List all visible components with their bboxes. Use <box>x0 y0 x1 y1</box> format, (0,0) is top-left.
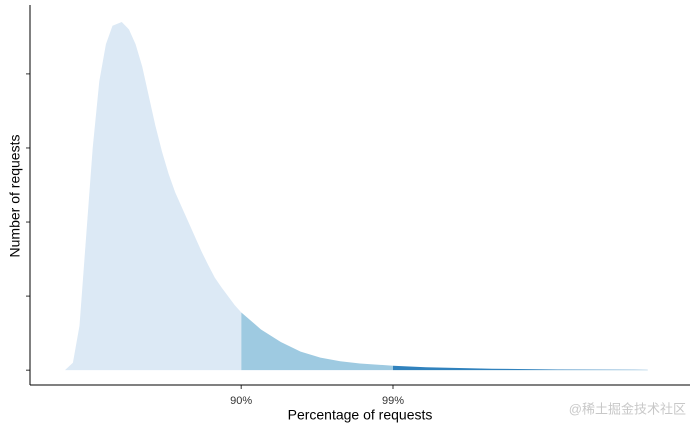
x-axis-title: Percentage of requests <box>288 407 433 423</box>
x-tick-label: 90% <box>230 395 252 407</box>
y-axis-title: Number of requests <box>7 135 23 258</box>
x-tick-label: 99% <box>382 395 404 407</box>
watermark: @稀土掘金技术社区 <box>569 401 686 416</box>
area <box>64 22 242 371</box>
area <box>393 365 648 371</box>
area <box>241 312 393 371</box>
